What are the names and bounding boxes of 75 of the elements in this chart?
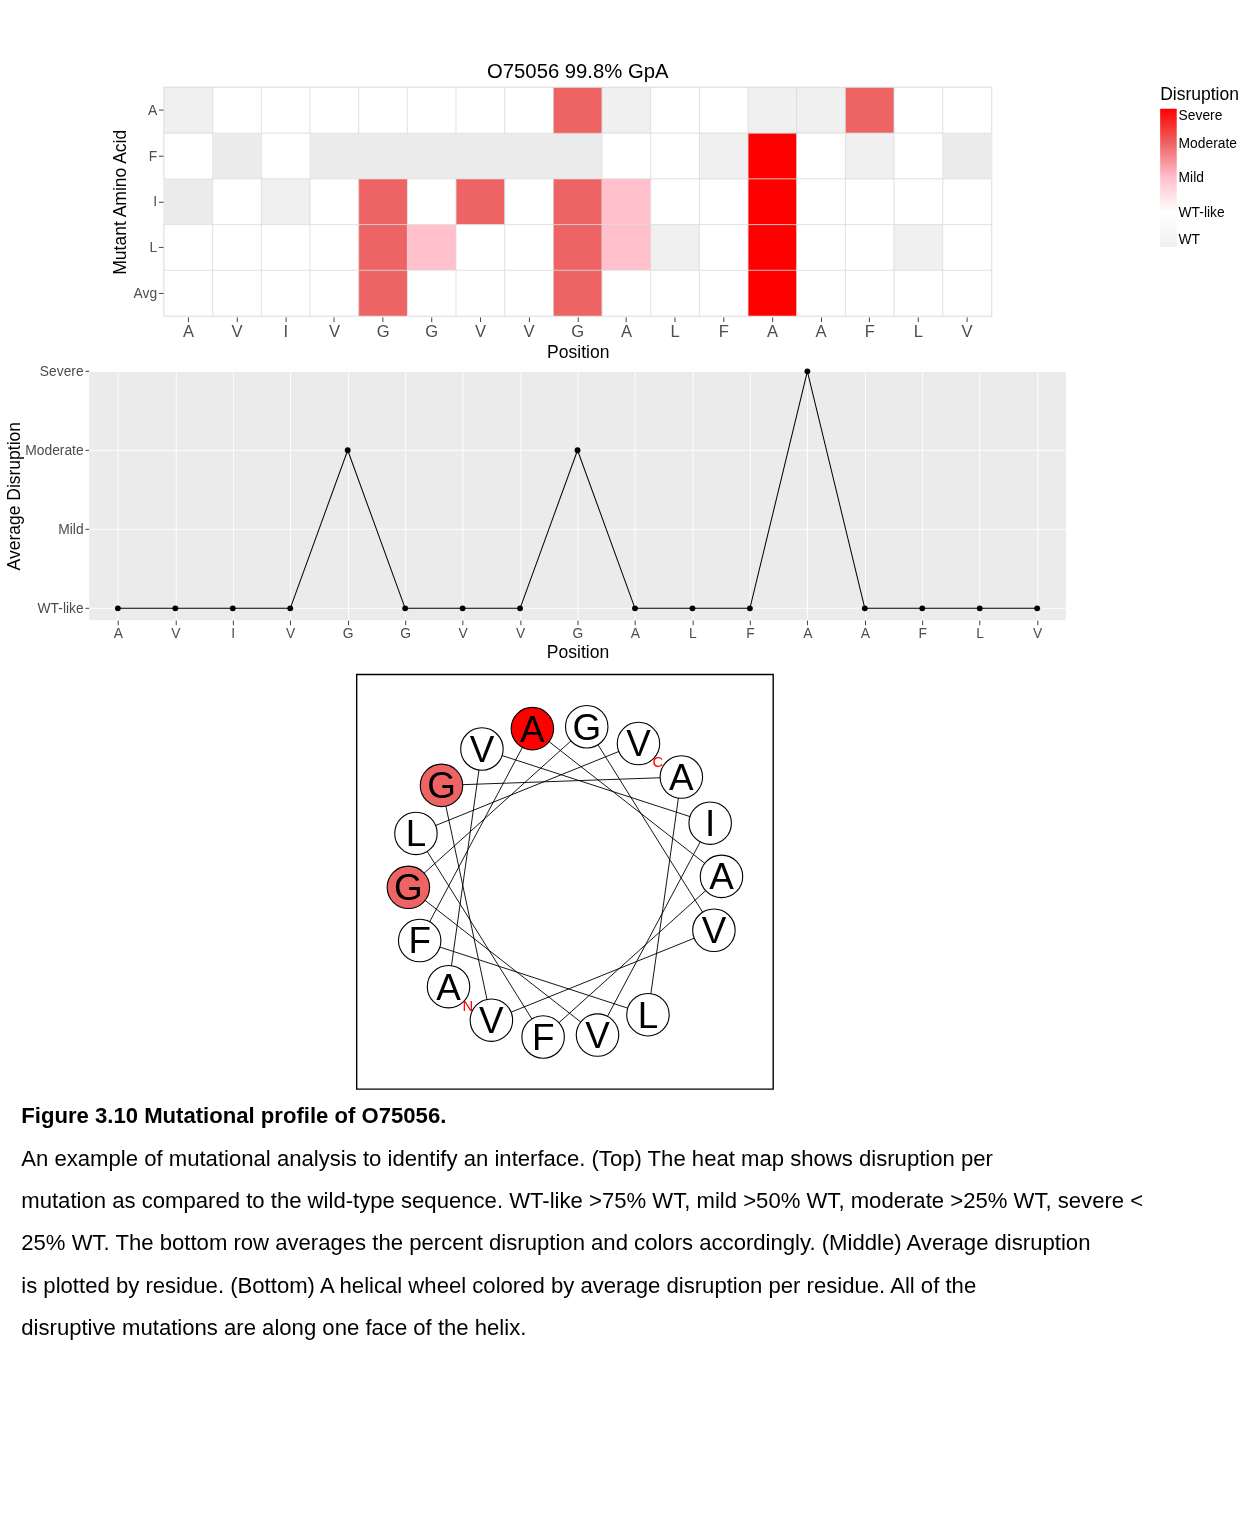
color-bar-label: WT-like (1178, 204, 1225, 220)
x-tick-label: G (376, 321, 390, 341)
y-axis-title: Average Disruption (3, 421, 24, 571)
x-tick-label: L (976, 625, 985, 642)
text: An example of mutational analysis to identify an interface. (Top) The heat map shows disruption per mutation as compared to the wild-type sequence. WT-like >75% WT, mild >50% WT, moderate >25% WT, severe < 25% WT. The bottom row averages the percent disruption and colors accordingly. (Middle) Average disruption is plotted by residue. (Bottom) A helical wheel colored by average disruption per residue. All of the disruptive mutations are along one face of the helix. (21, 1145, 1144, 1341)
x-axis-title: Position (547, 341, 610, 362)
x-tick-label: L (913, 321, 924, 341)
x-tick-label: A (620, 321, 633, 341)
category-label: A (436, 966, 462, 1008)
category-label: F (408, 920, 431, 962)
x-tick-label: A (630, 625, 641, 642)
y-tick-label: F (148, 147, 158, 164)
category-label: I (705, 803, 716, 845)
category-label: A (669, 756, 695, 798)
chart-title: O75056 99.8% GpA (487, 60, 669, 83)
y-axis-title: Mutant Amino Acid (110, 129, 131, 275)
category-label: V (585, 1014, 611, 1056)
x-axis-title: Position (546, 642, 610, 663)
category-label: A (709, 856, 735, 898)
x-tick-label: A (803, 625, 814, 642)
x-tick-label: G (400, 625, 411, 642)
x-tick-label: L (670, 321, 680, 341)
category-label: V (469, 728, 495, 770)
category-label: G (572, 706, 602, 748)
y-tick-label: I (153, 193, 158, 210)
x-tick-label: I (231, 625, 236, 642)
x-tick-label: F (718, 321, 729, 341)
category-label: A (520, 708, 546, 750)
x-tick-label: G (571, 321, 585, 341)
x-tick-label: A (113, 625, 124, 642)
x-tick-label: V (961, 321, 973, 341)
category-label: V (701, 910, 727, 952)
x-tick-label: G (572, 625, 584, 642)
x-tick-label: V (286, 625, 297, 642)
x-tick-label: V (328, 321, 340, 341)
x-tick-label: F (918, 625, 927, 642)
y-tick-label: L (149, 239, 158, 256)
category-label: L (637, 994, 659, 1036)
x-tick-label: V (1033, 625, 1044, 642)
color-bar-label: Severe (1178, 106, 1223, 123)
text: N (462, 997, 474, 1014)
x-tick-label: A (182, 321, 195, 341)
category-label: F (531, 1016, 555, 1058)
x-tick-label: F (864, 321, 875, 341)
category-label: V (479, 1000, 505, 1042)
x-tick-label: G (425, 321, 439, 341)
y-tick-label: A (147, 101, 158, 118)
category-label: G (427, 765, 456, 807)
x-tick-label: G (342, 625, 354, 642)
category-label: V (626, 723, 652, 765)
text: WT-like (37, 599, 84, 616)
x-tick-label: A (815, 321, 828, 341)
x-tick-label: V (171, 625, 182, 642)
color-bar-label: WT (1178, 231, 1201, 248)
legend-title: Disruption (1160, 84, 1239, 105)
category-label: G (394, 867, 423, 909)
x-tick-label: V (474, 321, 486, 341)
x-tick-label: V (458, 625, 469, 642)
x-tick-label: I (283, 321, 289, 341)
category-label: L (405, 813, 427, 855)
text: Mild (58, 520, 84, 537)
x-tick-label: A (766, 321, 779, 341)
text: Moderate (25, 441, 84, 458)
text: Severe (39, 362, 84, 379)
x-tick-label: V (231, 321, 243, 341)
y-tick-label: Avg (133, 284, 158, 301)
caption: Figure 3.10 Mutational profile of O75056. (21, 1103, 447, 1129)
color-bar-label: Mild (1178, 169, 1204, 186)
x-tick-label: L (689, 625, 698, 642)
color-bar-label: Moderate (1178, 134, 1238, 151)
x-tick-label: F (746, 625, 755, 642)
x-tick-label: V (523, 321, 535, 341)
x-tick-label: V (515, 625, 526, 642)
text: C (652, 754, 664, 771)
x-tick-label: A (860, 625, 871, 642)
